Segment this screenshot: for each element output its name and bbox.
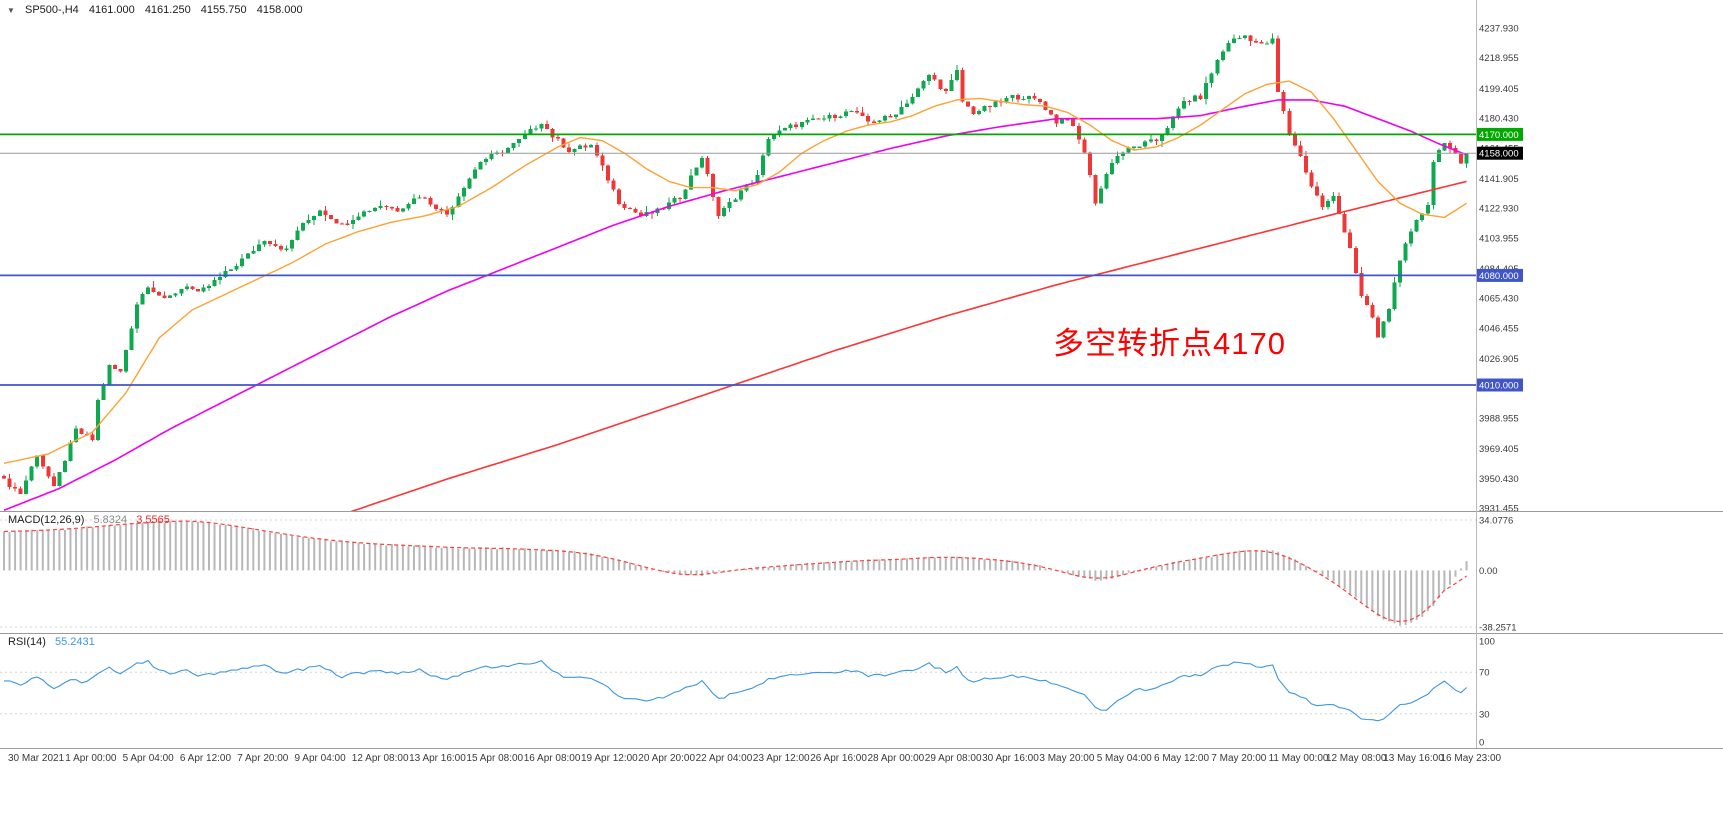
- rsi-value: 55.2431: [54, 636, 95, 648]
- svg-text:4158.000: 4158.000: [1479, 149, 1519, 160]
- price-badge: 4010.000: [1477, 378, 1523, 392]
- time-axis-label: 12 May 08:00: [1325, 753, 1387, 764]
- macd-histogram: [3, 520, 1468, 626]
- svg-text:4170.000: 4170.000: [1479, 130, 1519, 141]
- time-axis-label: 7 Apr 20:00: [237, 753, 289, 764]
- horizontal-level-lines[interactable]: [0, 133, 1476, 386]
- svg-text:3950.430: 3950.430: [1479, 474, 1519, 485]
- ohlc-close: 4158.000: [256, 4, 303, 16]
- time-axis-label: 16 May 23:00: [1440, 753, 1502, 764]
- time-axis-label: 16 Apr 08:00: [523, 753, 581, 764]
- svg-text:-38.2571: -38.2571: [1479, 623, 1517, 634]
- time-axis-label: 13 Apr 16:00: [409, 753, 466, 764]
- svg-text:4199.405: 4199.405: [1479, 84, 1519, 95]
- time-axis-label: 1 Apr 00:00: [65, 753, 117, 764]
- time-axis-label: 30 Apr 16:00: [982, 753, 1039, 764]
- macd-signal-line: [3, 520, 1467, 623]
- time-axis-label: 29 Apr 08:00: [924, 753, 982, 764]
- price-badge: 4158.000: [1477, 146, 1523, 160]
- time-axis-label: 12 Apr 08:00: [351, 753, 409, 764]
- price-badge: 4080.000: [1477, 268, 1523, 282]
- time-axis-label: 22 Apr 04:00: [695, 753, 753, 764]
- ohlc-high: 4161.250: [144, 4, 191, 16]
- price-chart[interactable]: 4237.9304218.9554199.4054180.4304161.455…: [0, 0, 1723, 511]
- svg-text:3969.405: 3969.405: [1479, 444, 1519, 455]
- svg-text:4122.930: 4122.930: [1479, 204, 1519, 215]
- svg-text:3931.455: 3931.455: [1479, 504, 1519, 512]
- svg-text:0.00: 0.00: [1479, 566, 1498, 577]
- svg-text:4218.955: 4218.955: [1479, 53, 1519, 64]
- svg-text:4141.905: 4141.905: [1479, 174, 1519, 185]
- ohlc-low: 4155.750: [200, 4, 247, 16]
- price-axis[interactable]: 4237.9304218.9554199.4054180.4304161.455…: [1479, 24, 1519, 512]
- time-axis-label: 26 Apr 16:00: [810, 753, 867, 764]
- rsi-name: RSI(14): [8, 636, 46, 648]
- ohlc-open: 4161.000: [88, 4, 135, 16]
- time-axis-label: 20 Apr 20:00: [638, 753, 696, 764]
- time-axis-label: 19 Apr 12:00: [581, 753, 638, 764]
- rsi-panel[interactable]: 100 70 30 0: [0, 633, 1723, 748]
- time-axis-label: 28 Apr 00:00: [867, 753, 925, 764]
- expand-chart-icon[interactable]: ▼: [7, 6, 15, 15]
- rsi-indicator-label: RSI(14) 55.2431: [8, 636, 101, 648]
- time-axis-label: 6 Apr 12:00: [179, 753, 232, 764]
- svg-text:30: 30: [1479, 709, 1490, 720]
- time-axis-label: 5 Apr 04:00: [122, 753, 174, 764]
- time-axis[interactable]: 30 Mar 2021 1 Apr 00:00 5 Apr 04:00 6 Apr 1…: [0, 748, 1723, 771]
- svg-text:34.0776: 34.0776: [1479, 516, 1513, 527]
- svg-text:4046.455: 4046.455: [1479, 323, 1519, 334]
- candles: [2, 33, 1469, 495]
- time-axis-label: 5 May 04:00: [1096, 753, 1152, 764]
- svg-text:4026.905: 4026.905: [1479, 354, 1519, 365]
- symbol-period-label: SP500-,H4: [24, 4, 79, 16]
- time-axis-label: 7 May 20:00: [1211, 753, 1267, 764]
- svg-text:4237.930: 4237.930: [1479, 24, 1519, 35]
- macd-axis: 34.0776 0.00 -38.2571: [1479, 516, 1517, 634]
- svg-text:4103.955: 4103.955: [1479, 233, 1519, 244]
- ma-mid-line[interactable]: [3, 99, 1467, 511]
- rsi-line: [4, 659, 1467, 722]
- time-axis-label: 30 Mar 2021: [8, 753, 65, 764]
- svg-text:100: 100: [1479, 637, 1495, 648]
- time-axis-label: 6 May 12:00: [1154, 753, 1210, 764]
- macd-panel[interactable]: 34.0776 0.00 -38.2571: [0, 511, 1723, 633]
- svg-text:4180.430: 4180.430: [1479, 114, 1519, 125]
- macd-name: MACD(12,26,9): [8, 514, 85, 526]
- svg-text:4010.000: 4010.000: [1479, 381, 1519, 392]
- price-badge: 4170.000: [1477, 127, 1523, 141]
- ma-fast-line[interactable]: [3, 80, 1467, 464]
- svg-text:4080.000: 4080.000: [1479, 271, 1519, 282]
- macd-main-value: 5.8324: [93, 514, 128, 526]
- chart-title-bar: ▼ SP500-,H4 4161.000 4161.250 4155.750 4…: [7, 4, 310, 16]
- time-axis-label: 3 May 20:00: [1039, 753, 1095, 764]
- time-axis-label: 15 Apr 08:00: [466, 753, 524, 764]
- macd-indicator-label: MACD(12,26,9) 5.8324 3.5565: [8, 514, 176, 526]
- svg-text:0: 0: [1479, 738, 1484, 749]
- rsi-axis: 100 70 30 0: [1479, 637, 1495, 749]
- time-axis-label: 13 May 16:00: [1383, 753, 1444, 764]
- annotation-text[interactable]: 多空转折点4170: [1053, 326, 1286, 361]
- time-axis-label: 9 Apr 04:00: [294, 753, 346, 764]
- svg-text:3988.955: 3988.955: [1479, 414, 1519, 425]
- svg-text:4065.430: 4065.430: [1479, 294, 1519, 305]
- time-axis-label: 11 May 00:00: [1268, 753, 1329, 764]
- time-axis-label: 23 Apr 12:00: [752, 753, 810, 764]
- svg-text:70: 70: [1479, 668, 1490, 679]
- macd-signal-value: 3.5565: [136, 514, 170, 526]
